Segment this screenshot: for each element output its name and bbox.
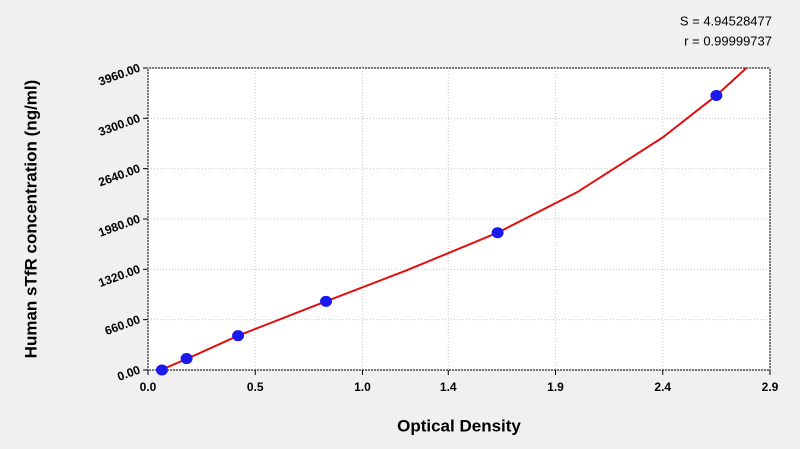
fit-curve	[160, 67, 748, 371]
plot-area	[147, 67, 771, 371]
data-point	[155, 364, 168, 376]
x-tick-label: 1.4	[440, 380, 457, 394]
data-point	[491, 227, 504, 239]
x-tick-label: 0.0	[140, 380, 157, 394]
y-tick-label: 3960.00	[97, 61, 143, 89]
data-point	[232, 330, 245, 342]
y-tick-label: 1980.00	[97, 212, 143, 240]
x-tick-label: 2.9	[762, 380, 779, 394]
x-tick-label: 2.4	[654, 380, 671, 394]
x-tick-label: 0.5	[247, 380, 264, 394]
x-tick-label: 1.0	[354, 380, 371, 394]
y-tick-label: 2640.00	[97, 161, 143, 189]
x-axis-title: Optical Density	[397, 416, 521, 435]
y-tick-label: 660.00	[103, 312, 143, 338]
data-point	[180, 353, 193, 365]
data-point	[320, 295, 333, 307]
y-axis-title: Human sTfR concentration (ng/ml)	[21, 80, 40, 359]
y-tick-label: 0.00	[115, 363, 142, 384]
data-point	[710, 89, 723, 101]
y-tick-label: 1320.00	[97, 262, 143, 290]
x-tick-label: 1.9	[547, 380, 564, 394]
annotation: S = 4.94528477	[680, 13, 772, 28]
y-tick-label: 3300.00	[97, 111, 143, 139]
annotation: r = 0.99999737	[684, 33, 772, 48]
